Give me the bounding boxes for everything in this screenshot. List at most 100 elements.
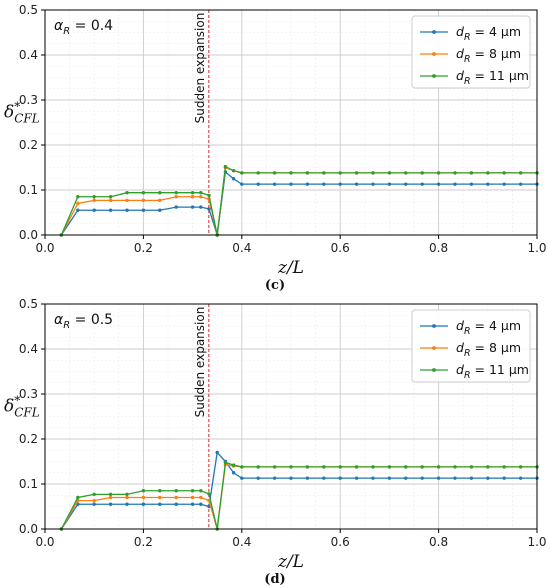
y-tick-label: 0.4 [19,342,38,356]
data-point [371,182,375,186]
data-point [190,205,195,209]
x-tick-label: 0.0 [35,241,54,255]
data-point [338,465,342,469]
plot-frame [44,303,538,530]
data-point [158,489,162,493]
data-point [141,489,146,493]
data-point [404,182,408,186]
data-point [354,476,359,480]
series-line [60,461,537,530]
data-point [174,195,178,199]
data-point [322,182,326,186]
data-point [322,465,326,469]
data-point [125,191,129,195]
data-point [199,191,203,195]
data-point [272,171,277,175]
data-point [272,465,277,469]
legend-entry: dR = 11 μm [456,68,529,87]
data-point [158,495,162,500]
data-point [404,171,408,175]
data-point [272,476,277,480]
data-point [387,465,392,469]
data-point [158,208,162,212]
data-point [141,502,146,506]
data-point [199,195,203,199]
y-tick-label: 0.5 [19,297,38,311]
data-point [305,476,310,480]
data-point [289,476,293,480]
data-point [469,182,474,186]
data-point [190,195,195,199]
x-tick-label: 0.8 [429,535,448,549]
legend-entry: dR = 4 μm [456,24,521,43]
data-point [141,191,146,195]
x-tick-label: 0.2 [134,535,153,549]
data-point [420,182,424,186]
data-point [158,502,162,506]
data-point [215,450,219,455]
data-point [240,182,244,186]
data-point [125,502,129,506]
data-point [207,193,211,198]
data-point [486,171,490,175]
x-tick-label: 0.6 [331,535,350,549]
data-point [108,495,113,500]
data-point [387,182,392,186]
data-point [231,463,236,467]
data-point [371,476,375,480]
data-point [436,182,441,186]
data-point [174,495,178,500]
data-point [76,495,80,500]
data-point [141,495,146,500]
series-line [60,170,537,236]
data-point [240,171,244,175]
data-point [158,198,162,203]
data-point [518,182,523,186]
data-point [469,476,474,480]
data-point [502,171,506,175]
data-point [199,489,203,493]
data-point [125,208,129,212]
data-point [190,502,195,506]
data-point [469,465,474,469]
x-tick-label: 1.0 [527,241,546,255]
data-point [141,208,146,212]
legend-swatch-marker [432,30,436,34]
x-tick-label: 1.0 [527,535,546,549]
x-axis-label: z/L [277,258,304,278]
data-point [354,171,359,175]
data-point [256,465,260,469]
legend-swatch-marker [432,52,436,56]
legend-swatch-marker [432,324,436,328]
data-point [231,168,236,173]
data-point [518,171,523,175]
data-point [518,476,523,480]
y-tick-label: 0.5 [19,3,38,17]
data-point [371,465,375,469]
data-point [108,208,113,212]
data-point [354,465,359,469]
y-tick-label: 0.0 [19,228,38,242]
legend: dR = 4 μm dR = 8 μm dR = 11 μm [411,15,531,89]
data-point [199,495,203,500]
data-point [289,182,293,186]
data-point [108,198,113,203]
data-point [174,502,178,506]
alpha-annotation: αR = 0.5 [54,312,113,331]
data-point [404,476,408,480]
data-point [289,171,293,175]
data-point [338,171,342,175]
y-tick-label: 0.3 [19,93,38,107]
data-point [207,207,211,211]
data-point [322,171,326,175]
data-point [223,460,228,465]
data-point [76,195,80,199]
sudden-expansion-label: Sudden expansion [193,307,207,418]
legend-swatch-marker [432,346,436,350]
y-tick-label: 0.2 [19,432,38,446]
data-point [256,476,260,480]
legend-swatch-marker [432,368,436,372]
data-point [190,489,195,493]
legend-entry: dR = 8 μm [456,340,521,359]
data-point [231,471,236,475]
